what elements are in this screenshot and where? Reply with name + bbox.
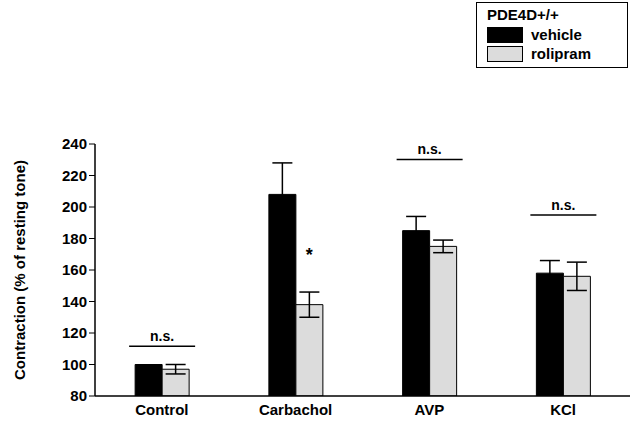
svg-text:n.s.: n.s. bbox=[150, 328, 174, 344]
svg-text:220: 220 bbox=[62, 167, 87, 184]
svg-text:180: 180 bbox=[62, 230, 87, 247]
svg-text:120: 120 bbox=[62, 324, 87, 341]
svg-text:140: 140 bbox=[62, 293, 87, 310]
svg-text:200: 200 bbox=[62, 198, 87, 215]
svg-text:n.s.: n.s. bbox=[551, 197, 575, 213]
svg-text:AVP: AVP bbox=[415, 401, 445, 418]
svg-text:n.s.: n.s. bbox=[418, 141, 442, 157]
html-text:rolipram: rolipram bbox=[531, 45, 591, 62]
html-text:vehicle: vehicle bbox=[531, 26, 582, 43]
html-text:PDE4D+/+: PDE4D+/+ bbox=[487, 6, 559, 23]
svg-text:160: 160 bbox=[62, 261, 87, 278]
svg-text:KCl: KCl bbox=[550, 401, 576, 418]
svg-text:Contraction (% of resting tone: Contraction (% of resting tone) bbox=[11, 160, 28, 380]
svg-text:100: 100 bbox=[62, 356, 87, 373]
svg-text:80: 80 bbox=[70, 387, 87, 404]
svg-text:Control: Control bbox=[135, 401, 188, 418]
svg-text:240: 240 bbox=[62, 135, 87, 152]
svg-text:*: * bbox=[306, 245, 313, 265]
svg-text:Carbachol: Carbachol bbox=[259, 401, 332, 418]
